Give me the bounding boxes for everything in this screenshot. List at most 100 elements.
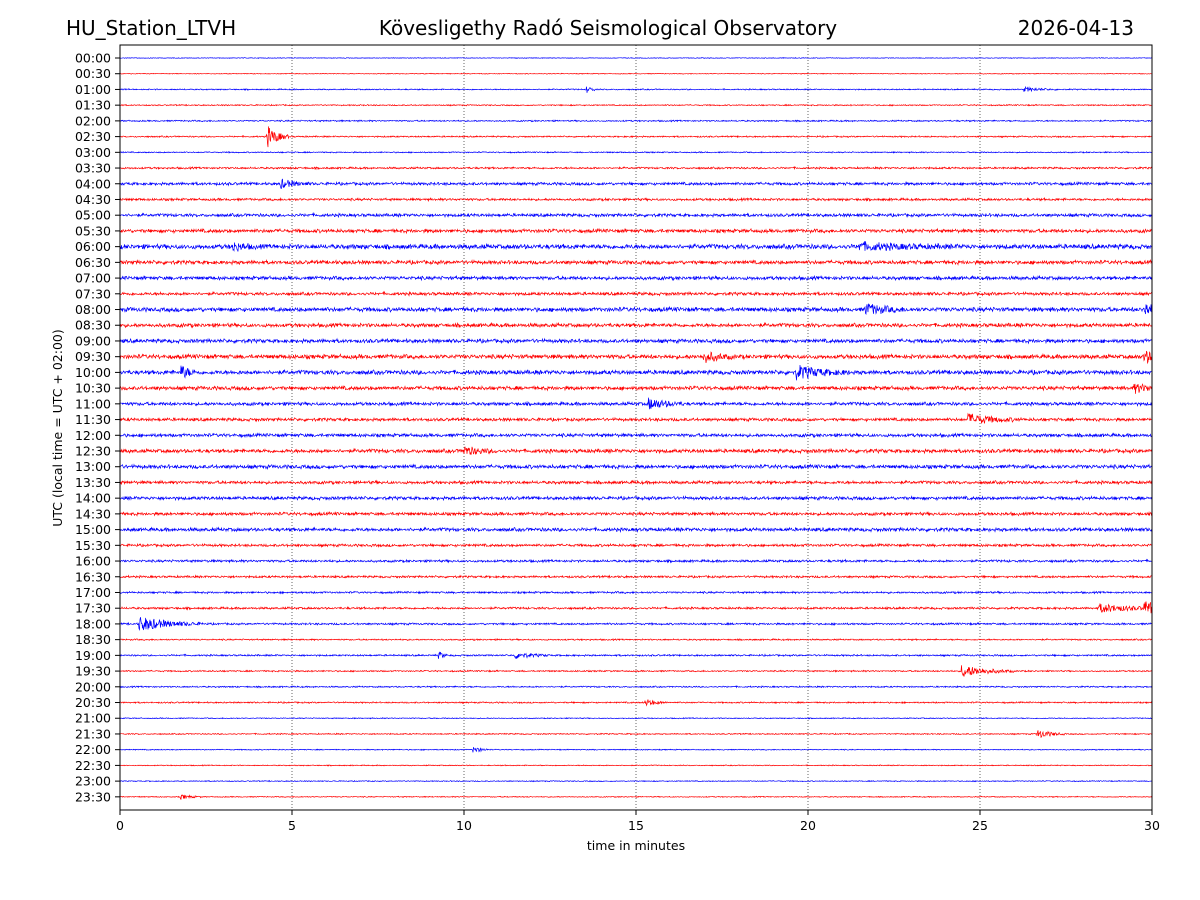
trace-1830 <box>120 637 1153 642</box>
x-tick-label: 30 <box>1144 818 1160 833</box>
row-label: 21:30 <box>75 726 111 741</box>
trace-0030 <box>119 72 1153 75</box>
trace-2300 <box>119 779 1153 783</box>
trace-2000 <box>119 685 1153 689</box>
row-label: 22:30 <box>75 758 111 773</box>
row-label: 20:30 <box>75 695 111 710</box>
row-label: 00:30 <box>75 66 111 81</box>
row-label: 06:30 <box>75 255 111 270</box>
trace-1930 <box>120 665 1153 677</box>
x-tick-label: 0 <box>116 818 124 833</box>
trace-0930 <box>119 350 1153 365</box>
trace-0200 <box>119 119 1153 123</box>
row-label: 04:30 <box>75 192 111 207</box>
row-label: 18:30 <box>75 632 111 647</box>
row-label: 17:30 <box>75 601 111 616</box>
trace-0600 <box>119 241 1153 252</box>
trace-2030 <box>119 699 1153 707</box>
trace-0230 <box>119 126 1153 148</box>
trace-1230 <box>119 446 1153 455</box>
trace-1900 <box>120 651 1153 659</box>
row-label: 12:30 <box>75 444 111 459</box>
trace-1030 <box>119 383 1153 394</box>
row-label: 19:30 <box>75 664 111 679</box>
x-tick-label: 10 <box>456 818 472 833</box>
x-tick-label: 5 <box>288 818 296 833</box>
trace-0800 <box>119 303 1153 315</box>
trace-0630 <box>119 258 1153 266</box>
trace-1630 <box>119 574 1153 580</box>
row-label: 01:00 <box>75 82 111 97</box>
trace-1800 <box>119 617 1153 631</box>
row-label: 00:00 <box>75 51 111 66</box>
row-label: 03:30 <box>75 161 111 176</box>
row-label: 02:00 <box>75 113 111 128</box>
trace-0000 <box>119 56 1152 59</box>
trace-0530 <box>119 227 1152 235</box>
y-axis-label: UTC (local time = UTC + 02:00) <box>50 329 65 527</box>
x-axis-label: time in minutes <box>587 838 685 853</box>
chart-date: 2026-04-13 <box>1017 16 1134 40</box>
row-label: 19:00 <box>75 648 111 663</box>
trace-1130 <box>119 412 1153 424</box>
trace-1100 <box>119 397 1153 410</box>
row-label: 14:00 <box>75 491 111 506</box>
row-label: 07:30 <box>75 286 111 301</box>
trace-1200 <box>119 432 1153 439</box>
trace-2100 <box>119 717 1153 720</box>
trace-2230 <box>119 764 1153 767</box>
row-label: 20:00 <box>75 679 111 694</box>
row-label: 04:00 <box>75 176 111 191</box>
x-tick-label: 15 <box>628 818 644 833</box>
trace-1430 <box>119 510 1153 517</box>
trace-1400 <box>119 495 1153 502</box>
trace-0400 <box>119 178 1153 189</box>
row-label: 05:30 <box>75 223 111 238</box>
row-label: 08:00 <box>75 302 111 317</box>
row-label: 23:30 <box>75 789 111 804</box>
trace-2130 <box>119 730 1153 738</box>
trace-1300 <box>119 463 1153 471</box>
x-tick-label: 25 <box>972 818 988 833</box>
trace-0700 <box>119 274 1153 282</box>
chart-title: Kövesligethy Radó Seismological Observat… <box>378 16 838 40</box>
row-label: 16:00 <box>75 554 111 569</box>
row-label: 07:00 <box>75 271 111 286</box>
row-label: 05:00 <box>75 208 111 223</box>
trace-0430 <box>119 196 1153 203</box>
trace-1000 <box>119 364 1153 381</box>
row-label: 09:30 <box>75 349 111 364</box>
row-label: 11:00 <box>75 396 111 411</box>
trace-0900 <box>119 337 1153 345</box>
row-label: 13:30 <box>75 475 111 490</box>
trace-0100 <box>119 85 1153 93</box>
row-label: 09:00 <box>75 333 111 348</box>
row-label: 06:00 <box>75 239 111 254</box>
row-label: 16:30 <box>75 569 111 584</box>
row-label: 18:00 <box>75 616 111 631</box>
row-label: 03:00 <box>75 145 111 160</box>
row-label: 22:00 <box>75 742 111 757</box>
trace-1330 <box>119 479 1153 486</box>
trace-0500 <box>120 212 1153 219</box>
row-label: 13:00 <box>75 459 111 474</box>
row-label: 12:00 <box>75 428 111 443</box>
trace-0330 <box>119 165 1153 171</box>
row-label: 15:30 <box>75 538 111 553</box>
row-label: 02:30 <box>75 129 111 144</box>
trace-1700 <box>119 590 1153 595</box>
trace-0130 <box>119 103 1153 107</box>
row-label: 08:30 <box>75 318 111 333</box>
x-tick-label: 20 <box>800 818 816 833</box>
trace-2200 <box>119 747 1153 753</box>
station-name: HU_Station_LTVH <box>66 16 237 40</box>
row-label: 15:00 <box>75 522 111 537</box>
row-label: 23:00 <box>75 774 111 789</box>
trace-1500 <box>119 526 1153 534</box>
row-label: 17:00 <box>75 585 111 600</box>
row-label: 11:30 <box>75 412 111 427</box>
row-label: 14:30 <box>75 506 111 521</box>
trace-1530 <box>119 542 1153 549</box>
row-label: 21:00 <box>75 711 111 726</box>
